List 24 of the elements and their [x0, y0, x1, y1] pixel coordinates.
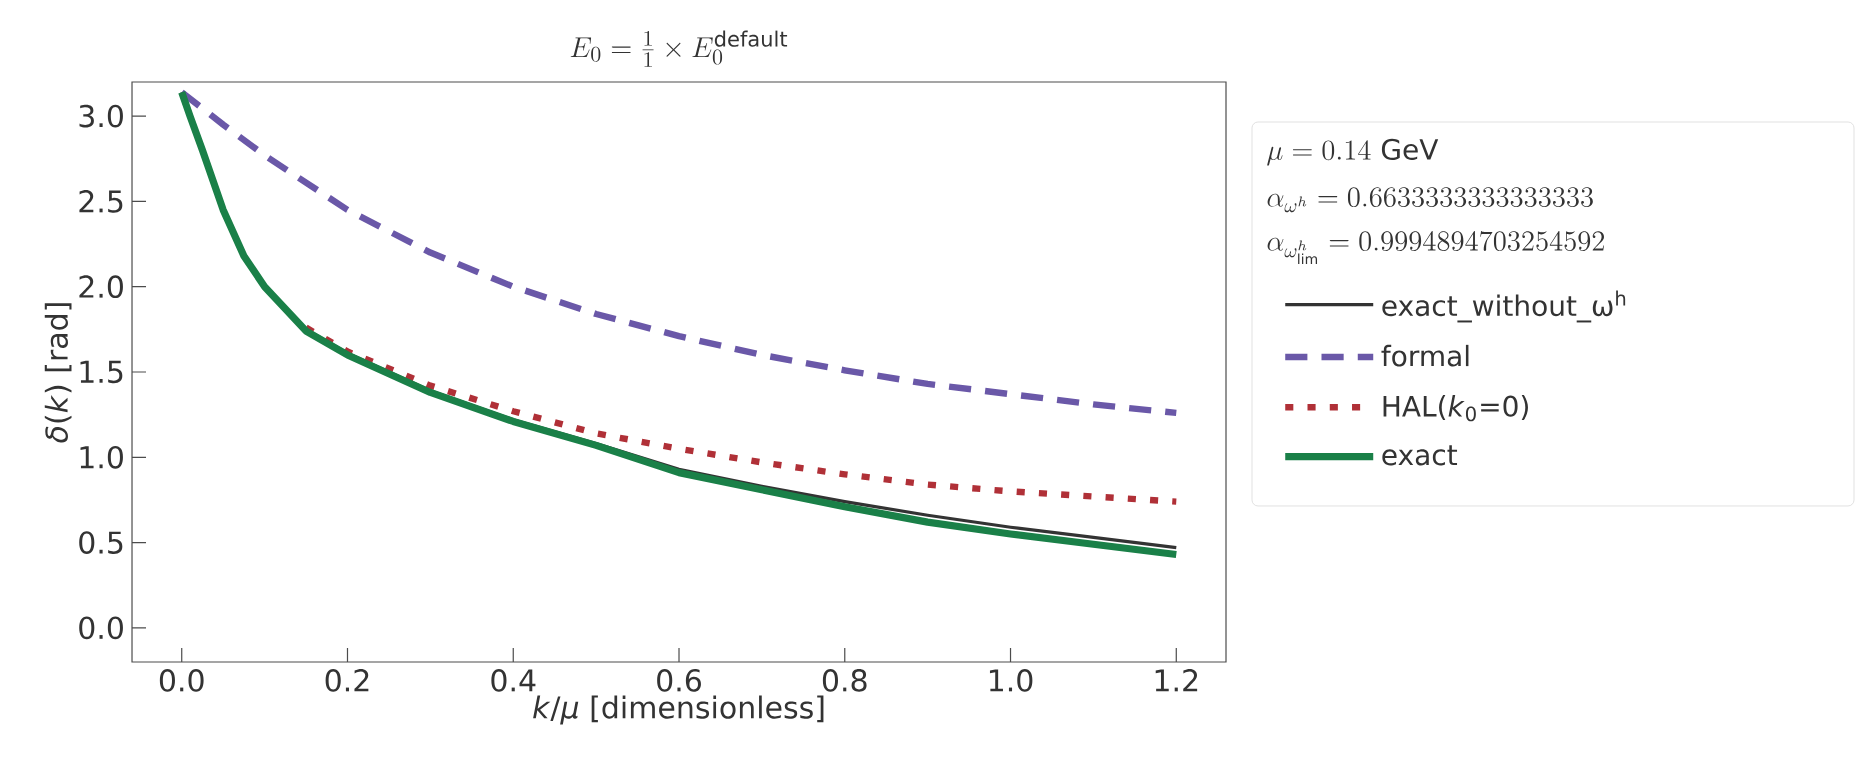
x-axis-title: k/μ [dimensionless]	[533, 695, 824, 725]
x-tick-label: 0.4	[491, 669, 536, 692]
x-tick-label: 0.2	[325, 669, 369, 692]
x-tick-label: 1.2	[1155, 669, 1198, 692]
y-tick-label: 1.5	[80, 360, 123, 384]
legend-label: formal	[1381, 344, 1469, 367]
y-tick-label: 2.0	[79, 275, 123, 299]
y-tick-label: 0.0	[79, 616, 123, 640]
y-tick-label: 3.0	[79, 104, 123, 128]
x-tick-label: 0.0	[159, 669, 204, 692]
text: $\alpha_{\omega^{h}_{\mathrm{lim}}} = 0.9994894703254592$	[1267, 230, 1604, 265]
legend-label: exact_without_ω$^{h}$	[1382, 290, 1626, 323]
x-tick-label: 1.0	[989, 669, 1033, 692]
x-tick-label: 0.8	[822, 669, 867, 692]
text: $\alpha_{\omega^{h}} = 0.6633333333333333$	[1267, 187, 1593, 213]
y-axis-title: δ(k) [rad]	[44, 303, 72, 443]
chart-title: $E_0 = \frac{1}{1} \times E_0^{\mathrm{default}}$	[570, 30, 788, 67]
text: $\mu = 0.14\ \mathrm{GeV}$	[1267, 138, 1439, 166]
legend-label: HAL(k$_{0}$=0)	[1383, 395, 1528, 422]
y-tick-label: 2.5	[79, 190, 123, 213]
y-tick-label: 0.5	[79, 531, 123, 554]
y-tick-label: 1.0	[80, 445, 123, 469]
x-tick-label: 0.6	[657, 669, 701, 692]
legend-label: exact	[1382, 445, 1458, 466]
